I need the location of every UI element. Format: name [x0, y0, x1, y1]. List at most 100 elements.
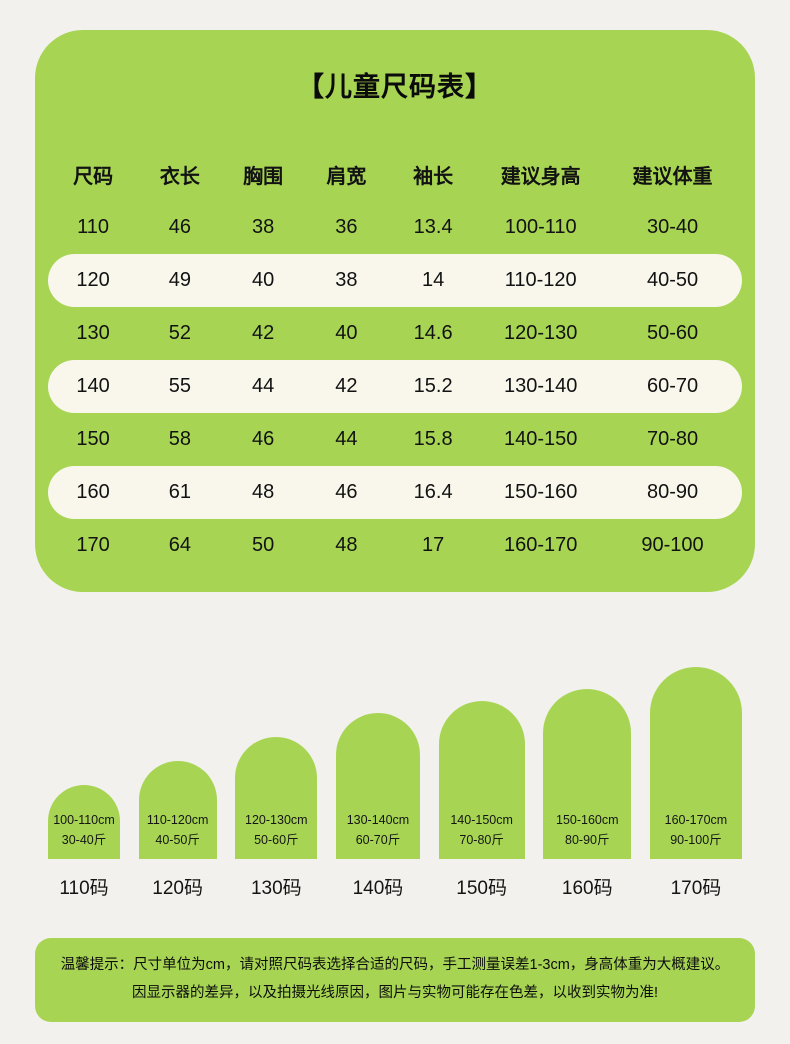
- table-cell: 100-110: [504, 216, 577, 238]
- table-cell: 44: [335, 428, 358, 450]
- column-header-length: 衣长: [159, 166, 200, 188]
- arch-shape: 110-120cm 40-50斤: [138, 761, 217, 859]
- arch-height-range: 110-120cm: [146, 813, 209, 828]
- column-header-size: 尺码: [73, 166, 114, 188]
- table-cell: 49: [168, 269, 191, 291]
- table-cell: 140-150: [503, 428, 578, 450]
- arch-size-label: 110码: [59, 878, 109, 899]
- arch-size-label: 170码: [670, 878, 722, 899]
- column-header-height: 建议身高: [500, 166, 581, 188]
- notice-line-1: 温馨提示：尺寸单位为cm，请对照尺码表选择合适的尺码，手工测量误差1-3cm，身…: [60, 957, 730, 974]
- table-cell: 61: [168, 481, 191, 503]
- column-header-weight: 建议体重: [632, 166, 713, 188]
- table-cell: 52: [168, 322, 191, 344]
- table-cell: 64: [168, 534, 191, 556]
- table-row-160: 160 61 48 46 16.4 150-160 80-90: [48, 466, 742, 519]
- table-row-130: 130 52 42 40 14.6 120-130 50-60: [48, 307, 742, 360]
- arch-height-range: 160-170cm: [664, 813, 728, 828]
- table-cell: 120: [76, 269, 110, 291]
- size-table: 尺码 衣长 胸围 肩宽 袖长 建议身高 建议体重 110 46 38 36 13…: [48, 148, 742, 572]
- arch-column-160: 150-160cm 80-90斤 160码: [543, 689, 632, 899]
- table-cell: 30-40: [646, 216, 699, 238]
- table-cell: 50-60: [646, 322, 699, 344]
- table-cell: 110: [77, 216, 110, 238]
- table-cell: 140: [76, 375, 110, 397]
- arch-shape: 140-150cm 70-80斤: [438, 701, 525, 859]
- arch-column-130: 120-130cm 50-60斤 130码: [235, 737, 318, 899]
- size-arches-figure: 100-110cm 30-40斤 110码 110-120cm 40-50斤 1…: [48, 655, 742, 899]
- table-cell: 42: [251, 322, 275, 344]
- arch-shape: 150-160cm 80-90斤: [543, 689, 632, 859]
- table-cell: 44: [251, 375, 275, 397]
- table-cell: 48: [251, 481, 275, 503]
- table-row-140: 140 55 44 42 15.2 130-140 60-70: [48, 360, 742, 413]
- table-cell: 36: [335, 216, 358, 238]
- arch-weight-range: 70-80斤: [459, 832, 504, 847]
- table-row-120: 120 49 40 38 14 110-120 40-50: [48, 254, 742, 307]
- column-header-shoulder: 肩宽: [326, 166, 367, 188]
- arch-column-120: 110-120cm 40-50斤 120码: [138, 761, 217, 899]
- table-cell: 130-140: [503, 375, 578, 397]
- arch-shape: 120-130cm 50-60斤: [235, 737, 318, 859]
- arch-height-range: 100-110cm: [53, 813, 115, 828]
- table-cell: 40: [251, 269, 275, 291]
- table-cell: 55: [168, 375, 191, 397]
- table-cell: 14: [422, 269, 445, 291]
- table-cell: 48: [335, 534, 358, 556]
- arch-shape: 160-170cm 90-100斤: [649, 667, 742, 859]
- table-cell: 17: [422, 534, 445, 556]
- table-cell: 42: [335, 375, 358, 397]
- table-cell: 70-80: [646, 428, 699, 450]
- table-header-row: 尺码 衣长 胸围 肩宽 袖长 建议身高 建议体重: [48, 148, 742, 201]
- column-header-chest: 胸围: [243, 166, 284, 188]
- table-cell: 13.4: [413, 216, 453, 238]
- table-cell: 130: [76, 322, 110, 344]
- arch-size-label: 140码: [352, 878, 404, 899]
- table-cell: 150: [76, 428, 110, 450]
- arch-shape: 130-140cm 60-70斤: [335, 713, 420, 859]
- table-cell: 15.8: [413, 428, 453, 450]
- table-cell: 46: [335, 481, 358, 503]
- table-row-150: 150 58 46 44 15.8 140-150 70-80: [48, 413, 742, 466]
- table-cell: 160: [76, 481, 110, 503]
- table-cell: 15.2: [413, 375, 453, 397]
- table-cell: 150-160: [503, 481, 578, 503]
- table-cell: 120-130: [503, 322, 578, 344]
- table-cell: 40: [335, 322, 358, 344]
- table-row-110: 110 46 38 36 13.4 100-110 30-40: [48, 201, 742, 254]
- arch-weight-range: 40-50斤: [155, 832, 200, 847]
- arch-size-label: 130码: [250, 878, 302, 899]
- table-cell: 40-50: [646, 269, 699, 291]
- table-cell: 160-170: [503, 534, 578, 556]
- arch-weight-range: 50-60斤: [254, 832, 299, 847]
- table-cell: 38: [335, 269, 358, 291]
- table-cell: 46: [168, 216, 191, 238]
- arch-size-label: 150码: [456, 878, 507, 899]
- notice-line-2: 因显示器的差异，以及拍摄光线原因，图片与实物可能存在色差，以收到实物为准!: [131, 985, 659, 1001]
- table-cell: 46: [251, 428, 275, 450]
- arch-height-range: 130-140cm: [346, 813, 410, 828]
- arch-weight-range: 90-100斤: [670, 832, 722, 847]
- arch-height-range: 150-160cm: [556, 813, 619, 828]
- notice-bar: 温馨提示：尺寸单位为cm，请对照尺码表选择合适的尺码，手工测量误差1-3cm，身…: [35, 938, 755, 1022]
- table-cell: 90-100: [641, 534, 704, 556]
- table-cell: 58: [168, 428, 191, 450]
- arch-column-150: 140-150cm 70-80斤 150码: [438, 701, 525, 899]
- table-cell: 14.6: [413, 322, 453, 344]
- page-title: 【儿童尺码表】: [297, 72, 493, 102]
- arch-weight-range: 30-40斤: [61, 832, 107, 847]
- size-table-card: 【儿童尺码表】 尺码 衣长 胸围 肩宽 袖长 建议身高 建议体重 110 46 …: [35, 30, 755, 592]
- column-header-sleeve: 袖长: [413, 166, 454, 188]
- arch-weight-range: 80-90斤: [565, 832, 610, 847]
- arch-size-label: 160码: [561, 878, 613, 899]
- arch-height-range: 140-150cm: [450, 813, 513, 828]
- table-cell: 38: [251, 216, 275, 238]
- table-cell: 16.4: [413, 481, 453, 503]
- arch-weight-range: 60-70斤: [355, 832, 401, 847]
- table-cell: 50: [251, 534, 275, 556]
- arch-column-140: 130-140cm 60-70斤 140码: [335, 713, 420, 899]
- arch-size-label: 120码: [152, 878, 203, 899]
- arch-height-range: 120-130cm: [245, 813, 308, 828]
- arch-shape: 100-110cm 30-40斤: [48, 785, 120, 859]
- table-cell: 60-70: [646, 375, 699, 397]
